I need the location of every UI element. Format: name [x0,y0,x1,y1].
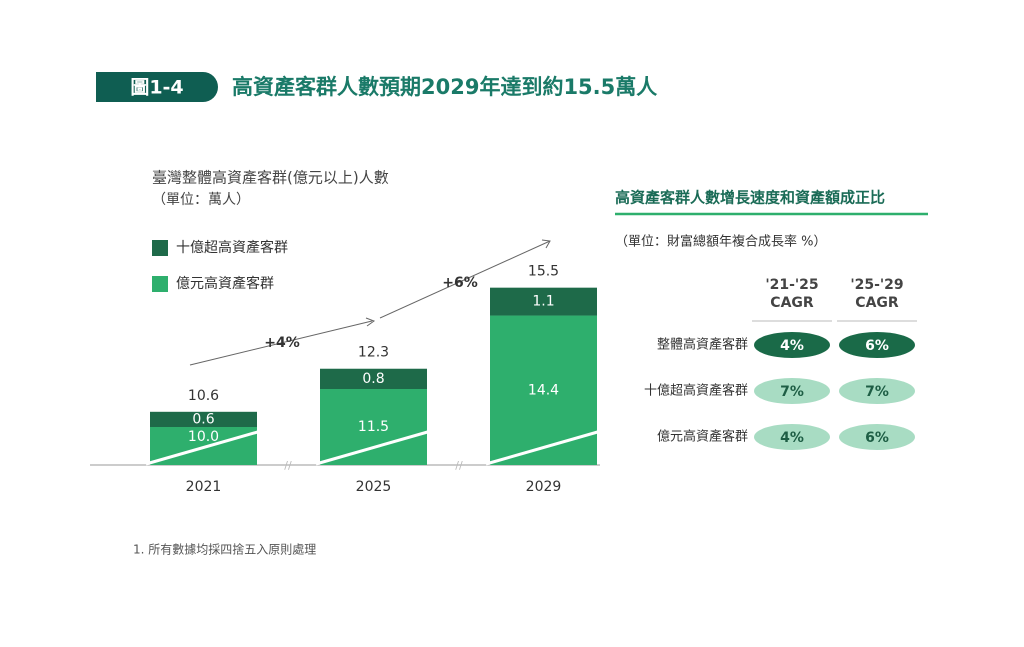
page-title: 高資產客群人數預期2029年達到約15.5萬人 [232,75,657,99]
growth-label: +6% [442,275,478,291]
chart-subtitle: （單位：萬人） [152,192,250,208]
bar-segment [490,287,597,316]
axis-break-slash [485,429,602,466]
trend-arrow [379,240,551,319]
cell-pill [839,332,915,358]
value-label: 0.6 [192,411,214,427]
figure-tag-corner [96,72,126,102]
figure-tag-bg [96,72,218,102]
cell-value: 4% [780,338,804,354]
legend-swatch [152,240,168,256]
figure-tag: 圖1-4 [130,77,183,99]
arrow-head [541,239,551,249]
growth-label: +4% [264,335,300,351]
legend-label: 十億超高資產客群 [176,239,288,256]
value-label: 14.4 [528,382,559,398]
cell-value: 7% [780,384,804,400]
trend-arrows [189,239,551,366]
total-label: 10.6 [188,388,219,404]
column-header: '25-'29 [850,277,903,293]
chart-title: 臺灣整體高資產客群(億元以上)人數 [152,169,389,187]
cell-pill [839,378,915,404]
row-label: 整體高資產客群 [657,337,748,353]
value-label: 10.0 [188,429,219,445]
cell-pill [839,424,915,450]
bar-segment [150,411,257,427]
bar-segment [490,315,597,465]
cell-value: 7% [865,384,889,400]
column-header: CAGR [855,295,899,311]
legend-swatch [152,276,168,292]
x-tick-label: 2029 [526,479,562,495]
value-label: 0.8 [362,371,384,387]
cell-value: 6% [865,338,889,354]
trend-arrow [189,320,373,366]
axis-break: // [284,459,292,472]
axis-break-slash [145,429,262,466]
axis-break: // [455,459,463,472]
value-label: 11.5 [358,419,389,435]
footnote: 1. 所有數據均採四捨五入原則處理 [133,542,316,557]
cell-pill [754,332,830,358]
cell-pill [754,424,830,450]
axis-break-slash [315,429,432,466]
bar-segment [320,368,427,389]
column-header: '21-'25 [765,277,818,293]
total-label: 12.3 [358,345,389,361]
column-header: CAGR [770,295,814,311]
row-label: 十億超高資產客群 [644,383,748,399]
bar-segment [320,389,427,465]
table-unit: （單位：財富總額年複合成長率 %） [615,234,827,250]
row-label: 億元高資產客群 [657,429,748,445]
total-label: 15.5 [528,264,559,280]
legend-label: 億元高資產客群 [176,275,274,292]
cell-pill [754,378,830,404]
x-tick-label: 2021 [186,479,222,495]
x-tick-label: 2025 [356,479,392,495]
arrow-head [365,317,376,327]
table-title: 高資產客群人數增長速度和資產額成正比 [615,189,885,207]
cell-value: 4% [780,430,804,446]
cell-value: 6% [865,430,889,446]
value-label: 1.1 [532,294,554,310]
